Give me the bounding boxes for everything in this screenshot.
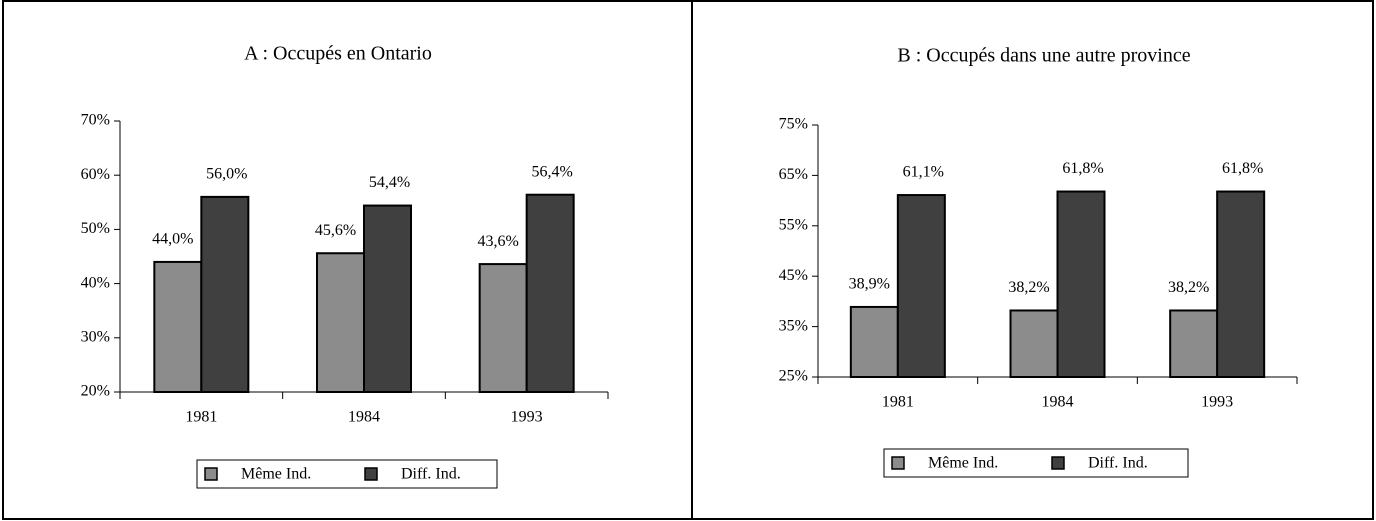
y-tick-label: 25% xyxy=(779,368,808,385)
data-label: 61,8% xyxy=(1062,160,1103,177)
bar xyxy=(896,194,946,378)
data-label: 38,9% xyxy=(849,276,890,293)
x-tick-label: 1981 xyxy=(185,409,217,426)
y-tick-label: 55% xyxy=(779,216,808,233)
legend-swatch xyxy=(891,456,905,470)
y-tick-label: 45% xyxy=(779,267,808,284)
bar xyxy=(316,252,365,393)
y-tick-label: 30% xyxy=(81,328,110,345)
x-tick-label: 1993 xyxy=(511,409,543,426)
bar xyxy=(1216,190,1266,378)
data-label: 38,2% xyxy=(1168,279,1209,296)
data-label: 44,0% xyxy=(152,231,193,248)
bar xyxy=(849,305,899,378)
data-label: 54,4% xyxy=(369,174,410,191)
bar xyxy=(478,263,528,394)
legend-swatch xyxy=(204,467,218,481)
x-tick-label: 1984 xyxy=(1042,394,1074,411)
data-label: 56,0% xyxy=(206,166,247,183)
legend-label: Diff. Ind. xyxy=(1088,455,1148,472)
legend-label: Diff. Ind. xyxy=(401,466,461,483)
legend-box xyxy=(883,448,1189,478)
bar xyxy=(1009,309,1059,378)
data-label: 61,8% xyxy=(1222,160,1263,177)
bar xyxy=(200,195,250,393)
data-label: 38,2% xyxy=(1008,279,1049,296)
chart-title: A : Occupés en Ontario xyxy=(244,43,432,65)
legend-swatch xyxy=(364,467,378,481)
data-label: 45,6% xyxy=(315,222,356,239)
x-tick-label: 1993 xyxy=(1201,394,1233,411)
y-tick-label: 35% xyxy=(779,317,808,334)
bar xyxy=(1056,190,1106,378)
bar xyxy=(1169,309,1219,378)
data-label: 56,4% xyxy=(532,163,573,180)
chart-title: B : Occupés dans une autre province xyxy=(897,45,1190,67)
bar xyxy=(153,260,203,394)
y-tick-label: 40% xyxy=(81,274,110,291)
data-label: 61,1% xyxy=(903,164,944,181)
bar xyxy=(525,193,575,393)
y-tick-label: 75% xyxy=(779,116,808,133)
y-tick-label: 60% xyxy=(81,166,110,183)
legend-label: Même Ind. xyxy=(928,455,998,472)
y-tick-label: 70% xyxy=(81,112,110,129)
x-tick-label: 1981 xyxy=(882,394,914,411)
y-tick-label: 65% xyxy=(779,166,808,183)
legend-swatch xyxy=(1051,456,1065,470)
data-label: 43,6% xyxy=(478,233,519,250)
legend-box xyxy=(196,459,498,489)
bar xyxy=(363,204,412,393)
y-tick-label: 20% xyxy=(81,383,110,400)
x-tick-label: 1984 xyxy=(348,409,380,426)
legend-label: Même Ind. xyxy=(241,466,311,483)
y-tick-label: 50% xyxy=(81,220,110,237)
